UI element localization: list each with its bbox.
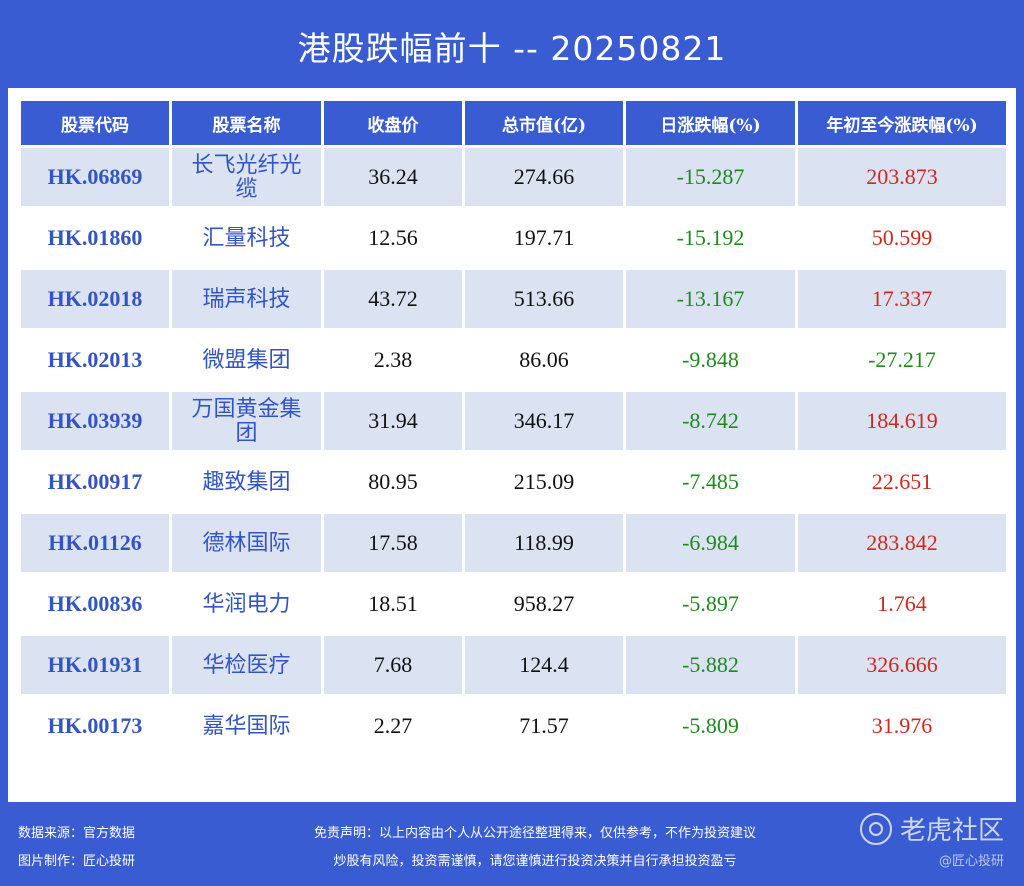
day-change-cell: -7.485 — [623, 450, 798, 514]
stock-name-cell: 华检医疗 — [169, 633, 324, 697]
stock-code-cell: HK.03939 — [18, 389, 172, 453]
stock-code-cell: HK.01126 — [18, 511, 172, 575]
close-price-cell: 7.68 — [321, 633, 465, 697]
close-price-cell: 17.58 — [321, 511, 465, 575]
stock-name-cell: 趣致集团 — [169, 450, 324, 514]
ytd-change-cell: -27.217 — [795, 328, 1009, 392]
market-cap-cell: 86.06 — [462, 328, 626, 392]
close-price-cell: 2.27 — [321, 694, 465, 758]
stock-code-cell: HK.01860 — [18, 206, 172, 270]
stock-name-cell: 汇量科技 — [169, 206, 324, 270]
day-change-cell: -8.742 — [623, 389, 798, 453]
header-code: 股票代码 — [18, 98, 172, 148]
stock-code-cell: HK.02013 — [18, 328, 172, 392]
market-cap-cell: 346.17 — [462, 389, 626, 453]
ytd-change-cell: 22.651 — [795, 450, 1009, 514]
market-cap-cell: 274.66 — [462, 145, 626, 209]
stock-name-cell: 瑞声科技 — [169, 267, 324, 331]
disclaimer-line-2: 炒股有风险，投资需谨慎，请您谨慎进行投资决策并自行承担投资盈亏 — [333, 854, 737, 869]
table-row: HK.01931 华检医疗 7.68 124.4 -5.882 326.666 — [18, 633, 1009, 697]
close-price-cell: 12.56 — [321, 206, 465, 270]
table-row: HK.01860 汇量科技 12.56 197.71 -15.192 50.599 — [18, 206, 1009, 270]
table-row: HK.00173 嘉华国际 2.27 71.57 -5.809 31.976 — [18, 694, 1009, 758]
day-change-cell: -15.287 — [623, 145, 798, 209]
market-cap-cell: 124.4 — [462, 633, 626, 697]
close-price-cell: 43.72 — [321, 267, 465, 331]
header-market-cap: 总市值(亿) — [462, 98, 626, 148]
stock-code-cell: HK.02018 — [18, 267, 172, 331]
day-change-cell: -9.848 — [623, 328, 798, 392]
ytd-change-cell: 326.666 — [795, 633, 1009, 697]
close-price-cell: 2.38 — [321, 328, 465, 392]
table-row: HK.02018 瑞声科技 43.72 513.66 -13.167 17.337 — [18, 267, 1009, 331]
day-change-cell: -5.882 — [623, 633, 798, 697]
market-cap-cell: 958.27 — [462, 572, 626, 636]
stock-code-cell: HK.06869 — [18, 145, 172, 209]
page-title: 港股跌幅前十 -- 20250821 — [297, 29, 727, 68]
stock-name-cell: 华润电力 — [169, 572, 324, 636]
table-row: HK.06869 长飞光纤光缆 36.24 274.66 -15.287 203.873 — [18, 145, 1009, 209]
data-source: 数据来源：官方数据 — [18, 826, 136, 841]
header-name: 股票名称 — [169, 98, 324, 148]
close-price-cell: 18.51 — [321, 572, 465, 636]
table-panel: 股票代码 股票名称 收盘价 总市值(亿) 日涨跌幅(%) 年初至今涨跌幅(%) … — [8, 88, 1016, 802]
watermark-handle: @匠心投研 — [938, 854, 1004, 869]
day-change-cell: -5.897 — [623, 572, 798, 636]
market-cap-cell: 513.66 — [462, 267, 626, 331]
table-row: HK.00836 华润电力 18.51 958.27 -5.897 1.764 — [18, 572, 1009, 636]
ytd-change-cell: 203.873 — [795, 145, 1009, 209]
market-cap-cell: 118.99 — [462, 511, 626, 575]
day-change-cell: -6.984 — [623, 511, 798, 575]
image-maker: 图片制作：匠心投研 — [18, 854, 136, 869]
day-change-cell: -5.809 — [623, 694, 798, 758]
market-cap-cell: 215.09 — [462, 450, 626, 514]
stock-code-cell: HK.00836 — [18, 572, 172, 636]
tiger-logo-icon — [859, 812, 892, 845]
close-price-cell: 80.95 — [321, 450, 465, 514]
stock-name-cell: 长飞光纤光缆 — [169, 145, 324, 209]
table-row: HK.02013 微盟集团 2.38 86.06 -9.848 -27.217 — [18, 328, 1009, 392]
ytd-change-cell: 17.337 — [795, 267, 1009, 331]
close-price-cell: 31.94 — [321, 389, 465, 453]
table-row: HK.03939 万国黄金集团 31.94 346.17 -8.742 184.619 — [18, 389, 1009, 453]
market-cap-cell: 197.71 — [462, 206, 626, 270]
ytd-change-cell: 283.842 — [795, 511, 1009, 575]
ytd-change-cell: 1.764 — [795, 572, 1009, 636]
day-change-cell: -15.192 — [623, 206, 798, 270]
stock-code-cell: HK.01931 — [18, 633, 172, 697]
table-row: HK.00917 趣致集团 80.95 215.09 -7.485 22.651 — [18, 450, 1009, 514]
market-cap-cell: 71.57 — [462, 694, 626, 758]
header-day-change: 日涨跌幅(%) — [623, 98, 798, 148]
day-change-cell: -13.167 — [623, 267, 798, 331]
header-close: 收盘价 — [321, 98, 465, 148]
ytd-change-cell: 50.599 — [795, 206, 1009, 270]
watermark: 老虎社区 — [859, 810, 1004, 847]
close-price-cell: 36.24 — [321, 145, 465, 209]
ytd-change-cell: 184.619 — [795, 389, 1009, 453]
stock-code-cell: HK.00173 — [18, 694, 172, 758]
stock-name-cell: 万国黄金集团 — [169, 389, 324, 453]
disclaimer-line-1: 免责声明：以上内容由个人从公开途径整理得来，仅供参考，不作为投资建议 — [313, 826, 756, 841]
watermark-text: 老虎社区 — [899, 816, 1004, 846]
ytd-change-cell: 31.976 — [795, 694, 1009, 758]
footer: 数据来源：官方数据 图片制作：匠心投研 免责声明：以上内容由个人从公开途径整理得… — [0, 802, 1024, 886]
table-row: HK.01126 德林国际 17.58 118.99 -6.984 283.842 — [18, 511, 1009, 575]
stock-name-cell: 嘉华国际 — [169, 694, 324, 758]
stock-code-cell: HK.00917 — [18, 450, 172, 514]
header-ytd-change: 年初至今涨跌幅(%) — [795, 98, 1009, 148]
stock-name-cell: 微盟集团 — [169, 328, 324, 392]
stock-name-cell: 德林国际 — [169, 511, 324, 575]
table-header-row: 股票代码 股票名称 收盘价 总市值(亿) 日涨跌幅(%) 年初至今涨跌幅(%) — [18, 98, 1009, 148]
stock-table: 股票代码 股票名称 收盘价 总市值(亿) 日涨跌幅(%) 年初至今涨跌幅(%) … — [18, 98, 1009, 758]
